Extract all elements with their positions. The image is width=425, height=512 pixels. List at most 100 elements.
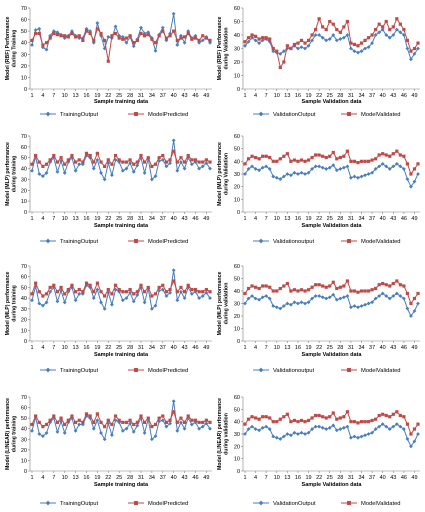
data-point-ModelValidated [261,284,265,288]
data-point-ModelValidated [335,286,339,291]
data-point-ModelValidated [317,283,321,287]
data-point-ModelValidated [402,284,406,288]
data-point-ModelValidated [335,157,339,161]
data-point-ModelPredicted [81,160,85,164]
data-point-Validationoutput [356,175,360,180]
data-point-ModelValidated [370,288,374,292]
data-point-ModelPredicted [150,294,154,298]
data-point-Validationoutput [398,294,403,298]
data-point-ModelPredicted [121,290,125,294]
legend-label: ModelValidated [361,112,401,118]
data-point-Validationoutput [306,170,311,175]
x-axis-label: Sample Validation data [302,352,363,358]
data-point-ModelPredicted [84,29,89,33]
data-point-ModelPredicted [190,158,194,162]
data-point-ValidationOutput [243,43,247,48]
data-point-ModelPredicted [135,290,139,294]
series-line-TrainingOutput [31,401,211,441]
data-point-ModelValidated [381,412,385,416]
x-tick-label: 22 [105,216,111,222]
data-point-ValidationOutput [331,423,336,428]
data-point-ModelPredicted [41,43,45,47]
data-point-ValidationOutput [387,427,392,431]
legend-label: TrainingOutput [60,239,99,245]
y-tick-label: 40 [234,289,240,295]
legend-label: Validationoutput [273,368,315,374]
data-point-Validationoutput [243,172,247,176]
data-point-ModelPredicted [92,160,96,164]
data-point-ModelValidated [342,284,346,288]
y-tick-label: 30 [21,177,27,183]
data-point-ValidationOutput [391,424,396,429]
data-point-ModelPredicted [77,287,81,292]
data-point-ModelPredicted [92,420,96,424]
data-point-ModelPredicted [201,160,205,164]
data-point-TrainingOutput [99,33,103,38]
x-tick-label: 25 [116,216,122,222]
data-point-TrainingOutput [189,291,194,296]
data-point-ValidationOutput [331,33,336,37]
x-tick-label: 10 [274,93,280,99]
data-point-TrainingOutput [208,296,212,301]
chart-panel-7: 0 10 20 30 40 50 60 70 1 4 7 10 13 16 19 22 25 28 31 34 37 40… [5,395,212,507]
data-point-Validationoutput [250,164,254,169]
data-point-TrainingOutput [149,437,154,442]
legend-marker [258,367,264,373]
x-tick-label: 40 [171,216,177,222]
legend-label: ModelPredicted [148,112,188,118]
data-point-ModelValidated [416,291,420,296]
data-point-ModelValidated [257,157,261,161]
data-point-ModelValidated [264,415,268,419]
data-point-ModelPredicted [48,36,52,40]
data-point-ModelValidated [257,417,261,421]
data-point-ModelPredicted [37,31,41,36]
data-point-TrainingOutput [80,162,85,167]
x-tick-label: 7 [265,475,268,481]
data-point-ModelValidated [278,417,282,421]
data-point-ModelValidated [282,284,286,288]
y-axis-label: Model (MLP) performanceduring validation [217,272,230,336]
data-point-ModelPredicted [103,425,107,429]
data-point-ValidationOutput [281,49,286,54]
y-tick-label: 50 [21,285,27,291]
data-point-ValidationOutput [352,434,357,439]
data-point-ModelPredicted [99,290,103,294]
data-point-ModelPredicted [63,162,67,166]
data-point-ModelValidated [321,25,325,29]
y-axis-label: Model (LINEAR) performanceduring validat… [217,398,230,470]
y-axis-label-line: during training [12,416,18,453]
data-point-ValidationOutput [359,434,364,439]
data-point-Validationoutput [327,295,332,300]
legend-label: ValidationOutput [273,501,316,507]
data-point-ModelPredicted [44,422,49,427]
data-point-ModelPredicted [175,38,179,42]
series-line-ModelPredicted [31,279,211,297]
x-tick-label: 25 [327,93,333,99]
data-point-ModelValidated [253,285,258,289]
series-line-TrainingOutput [31,270,211,311]
data-point-Validationoutput [349,305,353,310]
data-point-ValidationOutput [349,46,353,51]
data-point-ModelValidated [391,152,395,156]
x-tick-label: 34 [358,216,364,222]
data-point-ModelPredicted [110,34,114,38]
data-point-ModelPredicted [168,287,172,292]
data-point-TrainingOutput [142,171,147,175]
data-point-ModelValidated [359,420,364,424]
data-point-TrainingOutput [106,35,111,39]
x-tick-label: 19 [305,216,311,222]
data-point-TrainingOutput [135,163,140,168]
data-point-ModelValidated [402,28,406,32]
x-tick-label: 34 [149,93,155,99]
data-point-ValidationOutput [380,422,385,427]
data-point-ModelValidated [409,49,413,53]
data-point-TrainingOutput [99,171,103,175]
data-point-Validationoutput [345,164,350,169]
series-line-TrainingOutput [31,140,211,181]
data-point-ModelValidated [317,17,321,21]
x-tick-label: 10 [274,345,280,351]
data-point-TrainingOutput [128,290,132,295]
x-tick-label: 31 [348,216,354,222]
y-tick-label: 10 [21,75,27,81]
data-point-ModelPredicted [190,37,194,41]
